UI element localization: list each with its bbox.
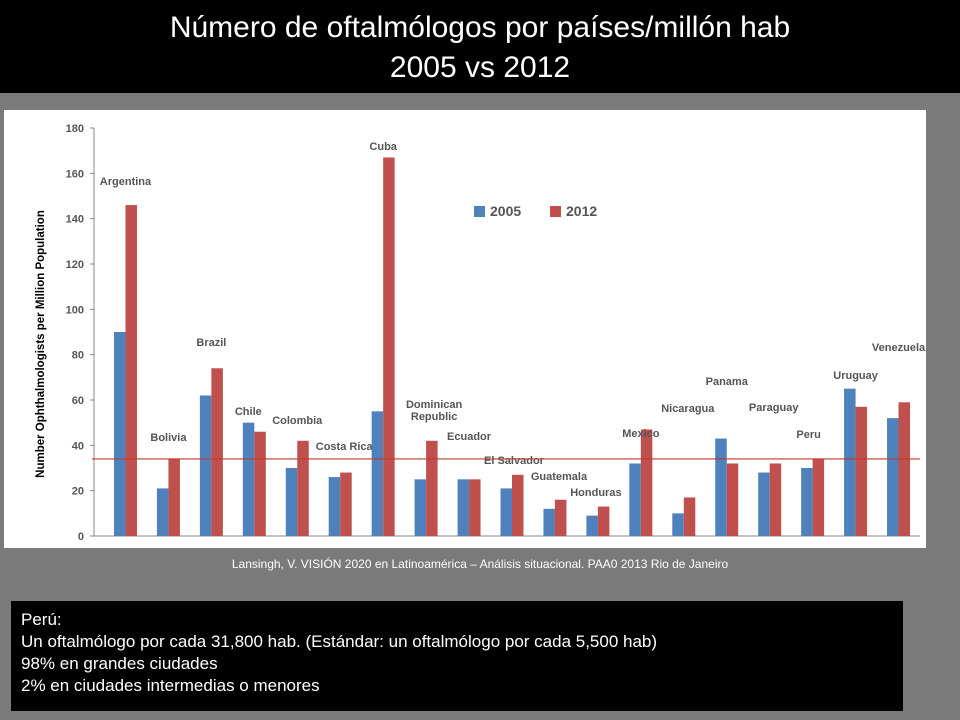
y-tick-label: 20 xyxy=(72,486,84,498)
category-label: Panama xyxy=(706,376,749,388)
bar-2005 xyxy=(801,468,813,536)
y-axis-label: Number Ophthalmologists per Million Popu… xyxy=(35,210,47,478)
note-line-heading: Perú: xyxy=(21,610,62,629)
category-label: Uruguay xyxy=(833,370,879,382)
y-tick-label: 160 xyxy=(66,168,84,180)
y-tick-label: 100 xyxy=(66,304,84,316)
bar-2005 xyxy=(500,488,512,536)
note-line-small-cities: 2% en ciudades intermedias o menores xyxy=(21,676,320,695)
category-label: Honduras xyxy=(570,487,621,499)
bar-2012 xyxy=(812,458,825,536)
bar-2005 xyxy=(543,508,555,536)
slide-title: Número de oftalmólogos por países/millón… xyxy=(169,11,791,44)
chart-panel: 0 20 40 60 80 100 120 140 160 180 Number Ophthalmo… xyxy=(4,110,926,548)
y-tick-label: 120 xyxy=(66,259,84,271)
bar-2012 xyxy=(383,157,395,536)
category-label: El Salvador xyxy=(484,455,545,467)
bar-2012 xyxy=(554,499,567,536)
bar-2012 xyxy=(640,429,653,536)
slide-subtitle: 2005 vs 2012 xyxy=(389,51,571,84)
bar-2005 xyxy=(371,411,384,536)
bar-2005 xyxy=(844,388,856,536)
source-citation: Lansingh, V. VISIÓN 2020 en Latinoaméric… xyxy=(231,557,729,571)
bar-2012 xyxy=(855,406,868,536)
bar-2005 xyxy=(586,515,598,536)
bar-2005 xyxy=(242,422,255,536)
bar-2012 xyxy=(597,506,610,536)
legend-swatch-2005 xyxy=(474,206,485,217)
bar-2012 xyxy=(898,402,911,536)
title-band: Número de oftalmólogos por países/millón… xyxy=(0,0,960,93)
y-tick-label: 80 xyxy=(72,350,84,362)
bar-2012 xyxy=(769,463,782,536)
legend-swatch-2012 xyxy=(550,206,561,217)
bar-2012 xyxy=(125,205,137,537)
category-label: Bolivia xyxy=(150,432,187,444)
bar-2012 xyxy=(254,431,266,536)
bar-2005 xyxy=(328,477,341,536)
bar-2005 xyxy=(887,418,899,536)
bar-2005 xyxy=(672,513,684,536)
category-label: Colombia xyxy=(272,415,323,427)
category-label: Republic xyxy=(411,411,457,423)
category-label: Dominican xyxy=(406,399,463,411)
y-tick-label: 140 xyxy=(66,214,84,226)
bar-2005 xyxy=(156,488,169,536)
peru-note: Perú: Un oftalmólogo por cada 31,800 hab… xyxy=(11,601,903,711)
category-label: Costa Rica xyxy=(316,441,374,453)
category-label: Guatemala xyxy=(531,471,588,483)
category-label: Peru xyxy=(796,429,820,441)
bar-chart: 0 20 40 60 80 100 120 140 160 180 Number Ophthalmo… xyxy=(35,123,926,543)
bar-2005 xyxy=(414,479,427,536)
category-label: Argentina xyxy=(100,176,152,188)
category-label: Cuba xyxy=(369,141,397,153)
bar-2012 xyxy=(168,458,180,536)
y-tick-label: 180 xyxy=(66,123,84,135)
y-tick-label: 0 xyxy=(78,531,84,543)
legend-label: 2005 xyxy=(490,203,521,219)
bar-2012 xyxy=(512,474,524,536)
bar-2012 xyxy=(211,368,223,536)
note-line-large-cities: 98% en grandes ciudades xyxy=(21,654,218,673)
bar-2005 xyxy=(285,468,298,536)
bar-2005 xyxy=(199,395,212,536)
category-label: Chile xyxy=(235,406,262,418)
y-tick-label: 60 xyxy=(72,395,84,407)
bar-2012 xyxy=(426,440,438,536)
y-tick-label: 40 xyxy=(72,440,84,452)
bar-2012 xyxy=(297,440,309,536)
category-label: Venezuela xyxy=(872,342,926,354)
category-label: Nicaragua xyxy=(661,403,715,415)
bar-2012 xyxy=(683,497,696,536)
category-label: Brazil xyxy=(196,337,226,349)
bar-2012 xyxy=(469,479,481,536)
bar-2005 xyxy=(715,438,727,536)
category-label: Mexico xyxy=(622,428,660,440)
note-line-ratio: Un oftalmólogo por cada 31,800 hab. (Est… xyxy=(21,632,658,651)
bar-2005 xyxy=(629,463,641,536)
category-label: Ecuador xyxy=(447,431,492,443)
bar-2012 xyxy=(340,472,352,536)
legend-label: 2012 xyxy=(566,203,597,219)
bar-2005 xyxy=(758,472,770,536)
bar-2012 xyxy=(726,463,739,536)
category-label: Paraguay xyxy=(749,402,799,414)
bar-2005 xyxy=(113,332,126,536)
bar-2005 xyxy=(457,479,470,536)
